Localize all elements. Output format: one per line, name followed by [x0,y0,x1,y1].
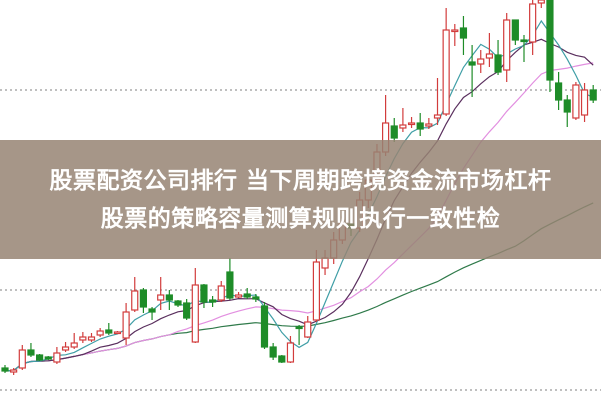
candle-up [122,311,130,339]
candle-down [252,296,260,300]
candle-up [18,349,26,369]
candle-down [183,302,191,319]
candle-down [494,54,502,73]
candle-down [200,284,208,303]
candle-up [61,346,70,351]
candle-up [96,330,104,336]
banner-line-1: 股票配资公司排行 当下周期跨境资金流市场杠杆 [49,167,552,194]
candle-up [312,261,320,321]
candle-down [139,289,147,308]
candle-up [234,294,243,298]
candle-down [27,349,35,356]
candle-up [191,284,199,343]
candle-up [580,89,589,116]
candle-up [87,336,96,341]
candle-up [217,285,225,301]
candle-down [295,326,303,330]
candle-down [35,354,44,361]
candle-down [459,27,468,39]
candle-down [148,308,156,313]
candle-up [537,0,545,4]
candle-down [165,294,173,301]
candle-up [433,114,442,119]
candle-up [485,53,493,59]
candle-down [1,367,9,372]
title-banner: 股票配资公司排行 当下周期跨境资金流市场杠杆 股票的策略容量测算规则执行一致性检 [0,140,601,259]
candle-up [442,29,450,115]
candle-down [589,89,597,101]
candle-up [425,123,433,127]
candle-down [390,125,398,139]
candle-down [278,355,286,363]
candle-down [226,271,234,299]
candle-down [209,299,217,303]
banner-line-2: 股票的策略容量测算规则执行一致性检 [100,205,501,232]
candle-up [321,257,329,269]
candle-up [79,336,87,341]
ma20-line [4,62,594,372]
candle-up [304,321,312,338]
candle-down [260,305,269,348]
candle-down [554,82,563,101]
candle-down [174,300,182,306]
candle-up [477,58,485,65]
candle-up [157,294,165,301]
candle-up [131,290,139,311]
candle-down [546,0,554,81]
candle-down [105,329,113,334]
candle-down [511,19,519,41]
candle-up [10,369,18,373]
candle-down [269,346,277,358]
candle-up [286,342,295,363]
candle-up [503,19,511,71]
candle-up [113,331,122,335]
candle-up [70,342,78,348]
candle-down [563,99,571,113]
candle-up [572,84,580,119]
candle-down [520,39,528,43]
candle-up [407,122,416,126]
candle-down [44,356,52,360]
candle-down [468,61,476,66]
candle-up [451,29,459,33]
candle-down [243,293,251,298]
candle-up [529,3,537,43]
ma10-line [4,38,594,372]
candle-up [399,124,407,129]
candle-down [416,122,424,130]
candle-up [53,352,61,363]
